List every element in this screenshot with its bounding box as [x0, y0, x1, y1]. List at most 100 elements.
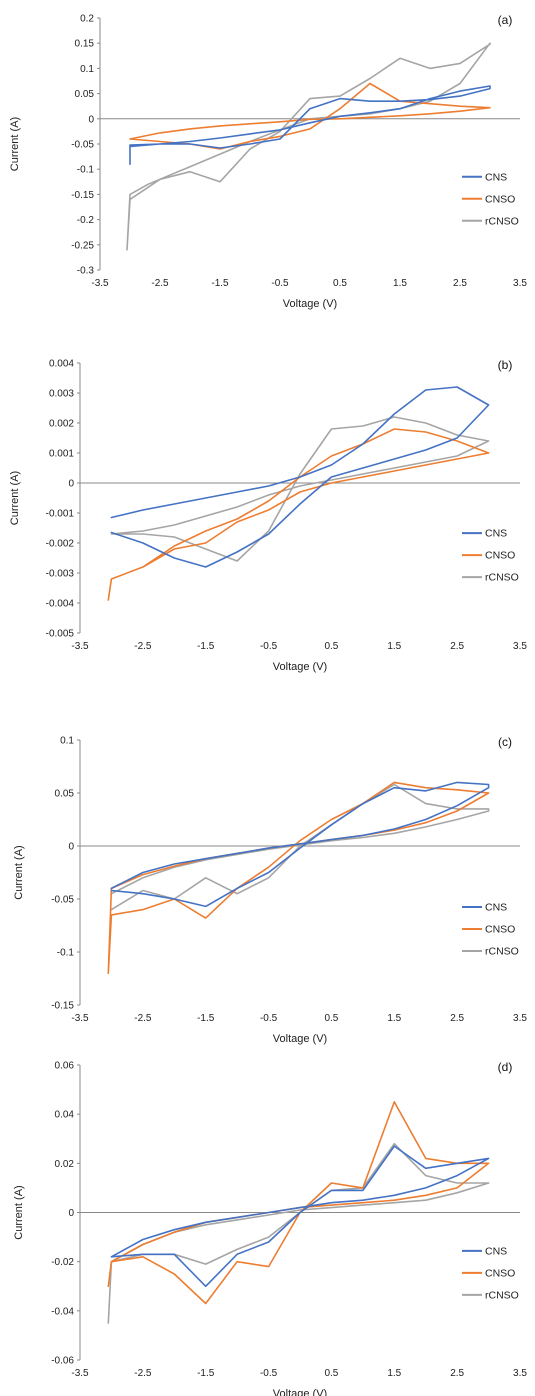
y-tick-label: 0	[88, 114, 94, 125]
x-tick-label: -0.5	[271, 278, 289, 289]
x-axis-title: Voltage (V)	[273, 661, 327, 673]
y-axis-title: Current (A)	[9, 471, 21, 525]
x-tick-label: -3.5	[71, 1368, 89, 1379]
series-line-rCNSO	[126, 42, 491, 251]
legend-label: CNS	[485, 901, 507, 913]
x-tick-label: 2.5	[453, 278, 467, 289]
y-tick-label: 0.06	[55, 1061, 75, 1072]
legend-label: CNS	[485, 1245, 507, 1257]
y-tick-label: 0	[68, 842, 74, 853]
y-tick-label: -0.1	[77, 165, 95, 176]
x-tick-label: -2.5	[134, 1013, 152, 1024]
x-tick-label: 3.5	[513, 278, 527, 289]
chart-d: 0.06 0.04 0.02 0 -0.02 -0.04 -0.06-3.5 -2.5 -1.5…	[13, 1060, 527, 1396]
chart-c: 0.1 0.05 0 -0.05 -0.1 -0.15-3.5 -2.5 -1.5 -0.5 0.…	[13, 735, 527, 1045]
x-tick-label: 0.5	[324, 1013, 338, 1024]
y-tick-label: -0.02	[51, 1257, 74, 1268]
series-line-CNS	[129, 85, 491, 165]
legend-label: CNSO	[485, 550, 515, 562]
legend-label: CNS	[485, 528, 507, 540]
x-tick-label: 0.5	[333, 278, 347, 289]
chart-panel-a: 0.2 0.15 0.1 0.05 0 -0.05 -0.1 -0.15 -0.2 -0.25 -0…	[0, 0, 535, 335]
x-tick-label: -3.5	[71, 641, 89, 652]
chart-panel-c: 0.1 0.05 0 -0.05 -0.1 -0.15 -3.5 -2.5 -1.5 -0.5 0.…	[0, 715, 535, 1045]
y-tick-label: 0.04	[55, 1110, 75, 1121]
y-tick-label: -0.3	[77, 266, 95, 277]
chart-panel-d: 0.06 0.04 0.02 0 -0.02 -0.04 -0.06 -3.5 -2.5 -1.5…	[0, 1055, 535, 1396]
y-tick-label: -0.003	[46, 569, 75, 580]
y-tick-label: -0.002	[46, 539, 75, 550]
y-tick-label: -0.005	[46, 629, 75, 640]
panel-label: (c)	[498, 735, 512, 749]
y-tick-label: -0.15	[51, 1001, 74, 1012]
x-tick-label: 1.5	[387, 641, 401, 652]
panel-label: (b)	[498, 358, 513, 372]
x-tick-label: -2.5	[134, 1368, 152, 1379]
x-tick-label: 1.5	[387, 1013, 401, 1024]
y-tick-label: 0.2	[80, 14, 94, 25]
chart-panel-b: 0.004 0.003 0.002 0.001 0 -0.001 -0.002 -0.003 -…	[0, 343, 535, 678]
x-tick-label: 3.5	[513, 1013, 527, 1024]
y-tick-label: 0	[68, 479, 74, 490]
y-tick-label: 0.004	[49, 359, 74, 370]
legend-label: CNSO	[485, 1267, 515, 1279]
legend-label: rCNSO	[485, 572, 519, 584]
y-tick-label: 0.003	[49, 389, 74, 400]
y-tick-label: -0.15	[71, 190, 94, 201]
x-tick-label: -1.5	[197, 1368, 215, 1379]
y-axis-title: Current (A)	[13, 845, 25, 899]
y-tick-label: -0.05	[51, 895, 74, 906]
x-tick-label: -0.5	[260, 1013, 278, 1024]
x-tick-label: 0.5	[324, 1368, 338, 1379]
y-tick-label: -0.001	[46, 509, 75, 520]
y-tick-label: 0.002	[49, 419, 74, 430]
x-tick-label: -2.5	[151, 278, 169, 289]
series-line-CNSO	[107, 781, 490, 975]
x-tick-label: 0.5	[324, 641, 338, 652]
x-tick-label: -0.5	[260, 1368, 278, 1379]
y-tick-label: 0.1	[80, 64, 94, 75]
legend-label: rCNSO	[485, 1289, 519, 1301]
x-tick-label: -0.5	[260, 641, 278, 652]
legend-label: rCNSO	[485, 945, 519, 957]
x-tick-label: 1.5	[393, 278, 407, 289]
series-line-CNSO	[107, 428, 490, 601]
y-tick-label: -0.2	[77, 215, 95, 226]
legend-label: CNS	[485, 171, 507, 183]
x-tick-label: 3.5	[513, 1368, 527, 1379]
panel-label: (d)	[498, 1060, 513, 1074]
y-tick-label: 0	[68, 1208, 74, 1219]
y-tick-label: -0.04	[51, 1306, 74, 1317]
y-tick-label: 0.05	[55, 789, 75, 800]
series-line-rCNSO	[110, 783, 490, 911]
x-axis-title: Voltage (V)	[273, 1388, 327, 1396]
y-tick-label: 0.001	[49, 449, 74, 460]
x-tick-label: 2.5	[450, 1013, 464, 1024]
series-line-CNS	[110, 781, 490, 908]
x-axis-title: Voltage (V)	[273, 1033, 327, 1045]
x-tick-label: -2.5	[134, 641, 152, 652]
series-line-CNSO	[129, 82, 491, 150]
y-axis-title: Current (A)	[9, 117, 21, 171]
series-line-CNS	[110, 386, 490, 568]
y-tick-label: -0.1	[57, 948, 75, 959]
x-tick-label: 2.5	[450, 641, 464, 652]
series-line-CNSO	[107, 1101, 490, 1305]
y-axis-title: Current (A)	[13, 1185, 25, 1239]
x-tick-label: 3.5	[513, 641, 527, 652]
y-tick-label: 0.02	[55, 1159, 75, 1170]
legend-label: CNSO	[485, 193, 515, 205]
y-tick-label: 0.1	[60, 736, 74, 747]
panel-label: (a)	[498, 13, 513, 27]
y-tick-label: -0.25	[71, 240, 94, 251]
legend-label: rCNSO	[485, 215, 519, 227]
x-tick-label: -3.5	[91, 278, 109, 289]
chart-b: 0.004 0.003 0.002 0.001 0 -0.001 -0.002 -0.003 -…	[9, 358, 527, 673]
y-tick-label: 0.05	[75, 89, 95, 100]
series-line-rCNSO	[110, 416, 490, 562]
x-tick-label: 2.5	[450, 1368, 464, 1379]
y-tick-label: -0.06	[51, 1356, 74, 1367]
chart-a: 0.2 0.15 0.1 0.05 0 -0.05 -0.1 -0.15 -0.2 -0.25 -0…	[9, 13, 527, 310]
series-line-CNS	[110, 1145, 490, 1288]
x-axis-title: Voltage (V)	[283, 298, 337, 310]
